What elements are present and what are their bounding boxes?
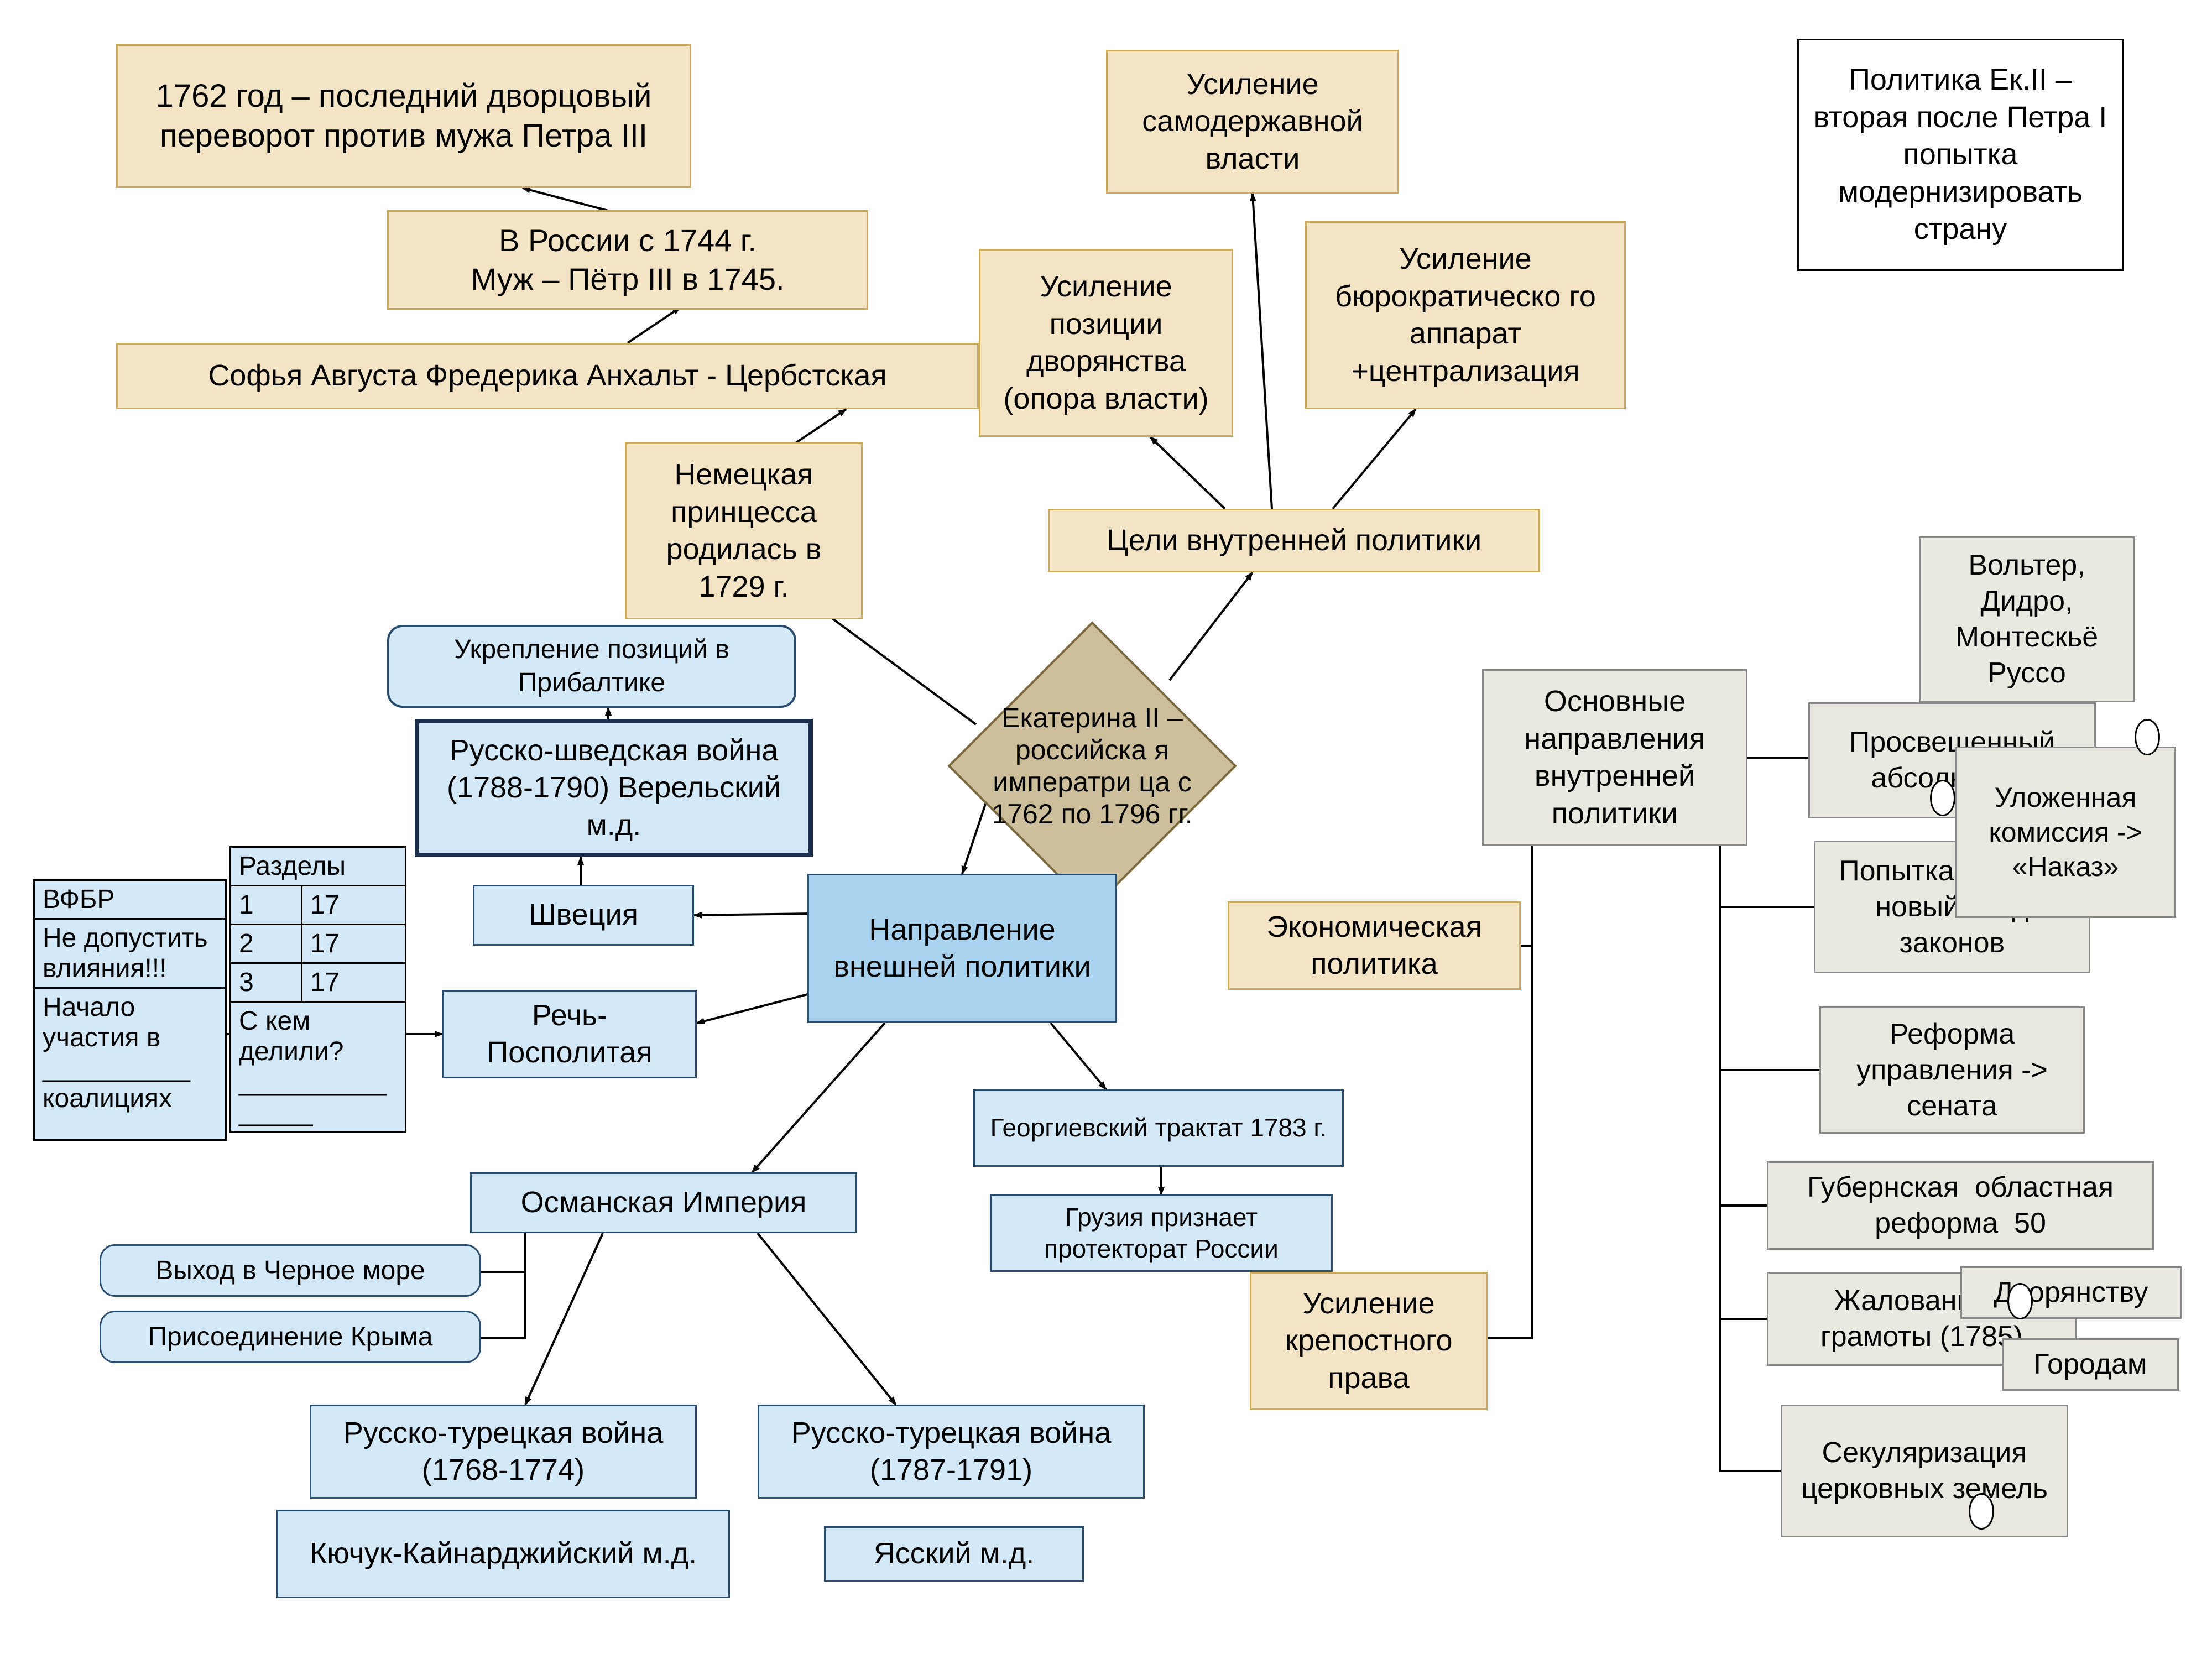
node-autocracy: Усиление самодержавной власти xyxy=(1106,50,1399,194)
node-senate: Реформа управления -> сената xyxy=(1819,1006,2085,1134)
node-black_sea: Выход в Черное море xyxy=(100,1244,481,1297)
node-german: Немецкая принцесса родилась в 1729 г. xyxy=(625,442,863,619)
node-econ: Экономическая политика xyxy=(1228,901,1521,990)
razdely-cell: 1 xyxy=(231,886,302,925)
node-rzecz: Речь-Посполитая xyxy=(442,990,697,1078)
node-sophia: Софья Августа Фредерика Анхальт - Цербст… xyxy=(116,343,979,409)
razdely-cell: 17 xyxy=(301,886,405,925)
node-modernize: Политика Ек.II – вторая после Петра I по… xyxy=(1797,39,2124,271)
razdely-cell: 17 xyxy=(301,925,405,963)
razdely-cell: 3 xyxy=(231,963,302,1002)
node-nakaz: Уложенная комиссия -> «Наказ» xyxy=(1955,747,2176,918)
node-directions: Основные направления внутренней политики xyxy=(1482,669,1747,846)
annotation-oval xyxy=(2135,719,2160,755)
annotation-oval xyxy=(2007,1283,2033,1319)
node-foreign: Направление внешней политики xyxy=(807,874,1117,1023)
annotation-oval xyxy=(1930,780,1955,816)
razdely-table: Разделы117217317С кем делили? __________… xyxy=(229,846,406,1133)
node-dvor: Дворянству xyxy=(1960,1266,2182,1319)
node-goals: Цели внутренней политики xyxy=(1048,509,1540,572)
node-sweden: Швеция xyxy=(473,885,694,946)
vfbr-row: Не допустить влияния!!! xyxy=(34,919,226,988)
razdely-below: С кем делили? __________ _____ xyxy=(231,1002,406,1132)
node-voltaire: Вольтер, Дидро, Монтескьё Руссо xyxy=(1919,536,2135,702)
node-serfdom: Усиление крепостного права xyxy=(1250,1272,1488,1410)
annotation-oval xyxy=(1969,1493,1994,1530)
node-catherine: Екатерина II – российска я императри ца … xyxy=(990,664,1194,868)
razdely-cell: 17 xyxy=(301,963,405,1002)
node-in_russia: В России с 1744 г. Муж – Пётр III в 1745… xyxy=(387,210,868,310)
node-secular: Секуляризация церковных земель xyxy=(1781,1405,2068,1537)
node-rtw2: Русско-турецкая война (1787-1791) xyxy=(758,1405,1145,1499)
node-baltic: Укрепление позиций в Прибалтике xyxy=(387,625,796,708)
node-ottoman: Османская Империя xyxy=(470,1172,857,1233)
node-towns: Городам xyxy=(2002,1338,2179,1391)
node-georgia: Грузия признает протекторат России xyxy=(990,1194,1333,1272)
razdely-cell: 2 xyxy=(231,925,302,963)
node-nobility: Усиление позиции дворянства (опора власт… xyxy=(979,249,1233,437)
vfbr-row: Начало участия в __________ коалициях xyxy=(34,988,226,1140)
node-gub: Губернская областная реформа 50 xyxy=(1767,1161,2154,1250)
node-rtw1: Русско-турецкая война (1768-1774) xyxy=(310,1405,697,1499)
node-bureau: Усиление бюрократическо го аппарат +цент… xyxy=(1305,221,1626,409)
vfbr-row: ВФБР xyxy=(34,880,226,919)
vfbr-table: ВФБРНе допустить влияния!!!Начало участи… xyxy=(33,879,227,1141)
node-yassy: Ясский м.д. xyxy=(824,1526,1084,1582)
node-kk: Кючук-Кайнарджийский м.д. xyxy=(276,1510,730,1598)
node-coup: 1762 год – последний дворцовый переворот… xyxy=(116,44,691,188)
node-crimea: Присоединение Крыма xyxy=(100,1311,481,1363)
razdely-title: Разделы xyxy=(231,847,406,886)
node-sweden_war: Русско-шведская война (1788-1790) Верель… xyxy=(415,719,813,857)
node-georgievsk: Георгиевский трактат 1783 г. xyxy=(973,1089,1344,1167)
